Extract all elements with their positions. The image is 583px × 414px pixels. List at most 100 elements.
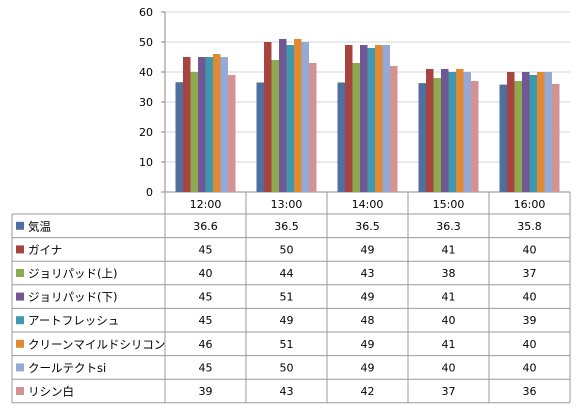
bar [463, 72, 471, 192]
data-value-label: 40 [442, 361, 456, 374]
data-value-label: 51 [280, 291, 294, 304]
y-tick-label: 20 [139, 126, 153, 139]
bar [390, 66, 398, 192]
data-value-label: 46 [199, 338, 213, 351]
data-value-label: 40 [442, 314, 456, 327]
data-value-label: 50 [280, 361, 294, 374]
legend-label: クールテクトsi [28, 361, 106, 375]
x-category-label: 15:00 [433, 198, 465, 211]
bar [514, 81, 522, 192]
data-value-label: 36 [523, 385, 537, 398]
bar [301, 42, 309, 192]
data-value-label: 43 [280, 385, 294, 398]
bar [183, 57, 191, 192]
y-tick-label: 50 [139, 36, 153, 49]
bar [309, 63, 317, 192]
data-value-label: 37 [523, 267, 537, 280]
bar [228, 75, 236, 192]
bar [441, 69, 449, 192]
x-category-label: 12:00 [190, 198, 222, 211]
legend-swatch [16, 339, 24, 348]
data-value-label: 45 [199, 243, 213, 256]
legend-swatch [16, 387, 24, 395]
data-value-label: 51 [280, 338, 294, 351]
x-category-label: 14:00 [352, 198, 384, 211]
data-value-label: 49 [361, 361, 375, 374]
bar [529, 75, 537, 192]
legend-swatch [16, 245, 24, 254]
bar [220, 57, 228, 192]
data-value-label: 36.5 [274, 220, 299, 233]
bar [294, 39, 302, 192]
legend-swatch [16, 221, 24, 230]
data-value-label: 49 [361, 243, 375, 256]
bar [360, 45, 368, 192]
legend-label: ジョリパッド(下) [28, 290, 117, 304]
data-value-label: 40 [523, 338, 537, 351]
data-value-label: 41 [442, 291, 456, 304]
data-value-label: 35.8 [517, 220, 542, 233]
data-value-label: 45 [199, 361, 213, 374]
data-value-label: 43 [361, 267, 375, 280]
bar [213, 54, 221, 192]
bar [448, 72, 456, 192]
bar [552, 84, 560, 192]
bar [507, 72, 515, 192]
data-value-label: 50 [280, 243, 294, 256]
legend-swatch [16, 269, 24, 277]
data-value-label: 36.6 [193, 220, 218, 233]
y-tick-label: 0 [146, 186, 153, 199]
legend-label: アートフレッシュ [28, 314, 119, 328]
legend-label: クリーンマイルドシリコン [28, 337, 165, 351]
x-category-label: 16:00 [514, 198, 546, 211]
data-value-label: 48 [361, 314, 375, 327]
legend-label: ジョリパッド(上) [28, 267, 117, 281]
data-value-label: 49 [280, 314, 294, 327]
bar [264, 42, 272, 192]
bar [456, 69, 464, 192]
data-value-label: 36.3 [436, 220, 461, 233]
y-tick-label: 60 [139, 6, 153, 19]
y-tick-label: 30 [139, 96, 153, 109]
data-value-label: 49 [361, 291, 375, 304]
bar [544, 72, 552, 192]
data-value-label: 44 [280, 267, 294, 280]
legend-label: 気温 [28, 219, 51, 233]
legend-label: ガイナ [28, 243, 62, 257]
bar [367, 48, 375, 192]
legend-swatch [16, 363, 24, 372]
data-value-label: 36.5 [355, 220, 380, 233]
data-value-label: 41 [442, 243, 456, 256]
data-value-label: 40 [199, 267, 213, 280]
bar [375, 45, 383, 192]
data-value-label: 38 [442, 267, 456, 280]
bar [175, 82, 183, 192]
data-value-label: 41 [442, 338, 456, 351]
data-value-label: 40 [523, 243, 537, 256]
data-value-label: 45 [199, 314, 213, 327]
bar [418, 83, 426, 192]
data-value-label: 49 [361, 338, 375, 351]
bar [286, 45, 294, 192]
bar [190, 72, 198, 192]
bar [352, 63, 360, 192]
bar [198, 57, 206, 192]
data-value-label: 40 [523, 291, 537, 304]
bar [279, 39, 287, 192]
bar [337, 82, 345, 192]
x-category-label: 13:00 [271, 198, 303, 211]
bar [522, 72, 530, 192]
data-value-label: 40 [523, 361, 537, 374]
bar [537, 72, 545, 192]
data-value-label: 39 [523, 314, 537, 327]
legend-swatch [16, 316, 24, 325]
bar [271, 60, 279, 192]
data-value-label: 39 [199, 385, 213, 398]
bar [426, 69, 434, 192]
bar [205, 57, 213, 192]
data-value-label: 45 [199, 291, 213, 304]
bar [256, 82, 264, 192]
y-tick-label: 40 [139, 66, 153, 79]
